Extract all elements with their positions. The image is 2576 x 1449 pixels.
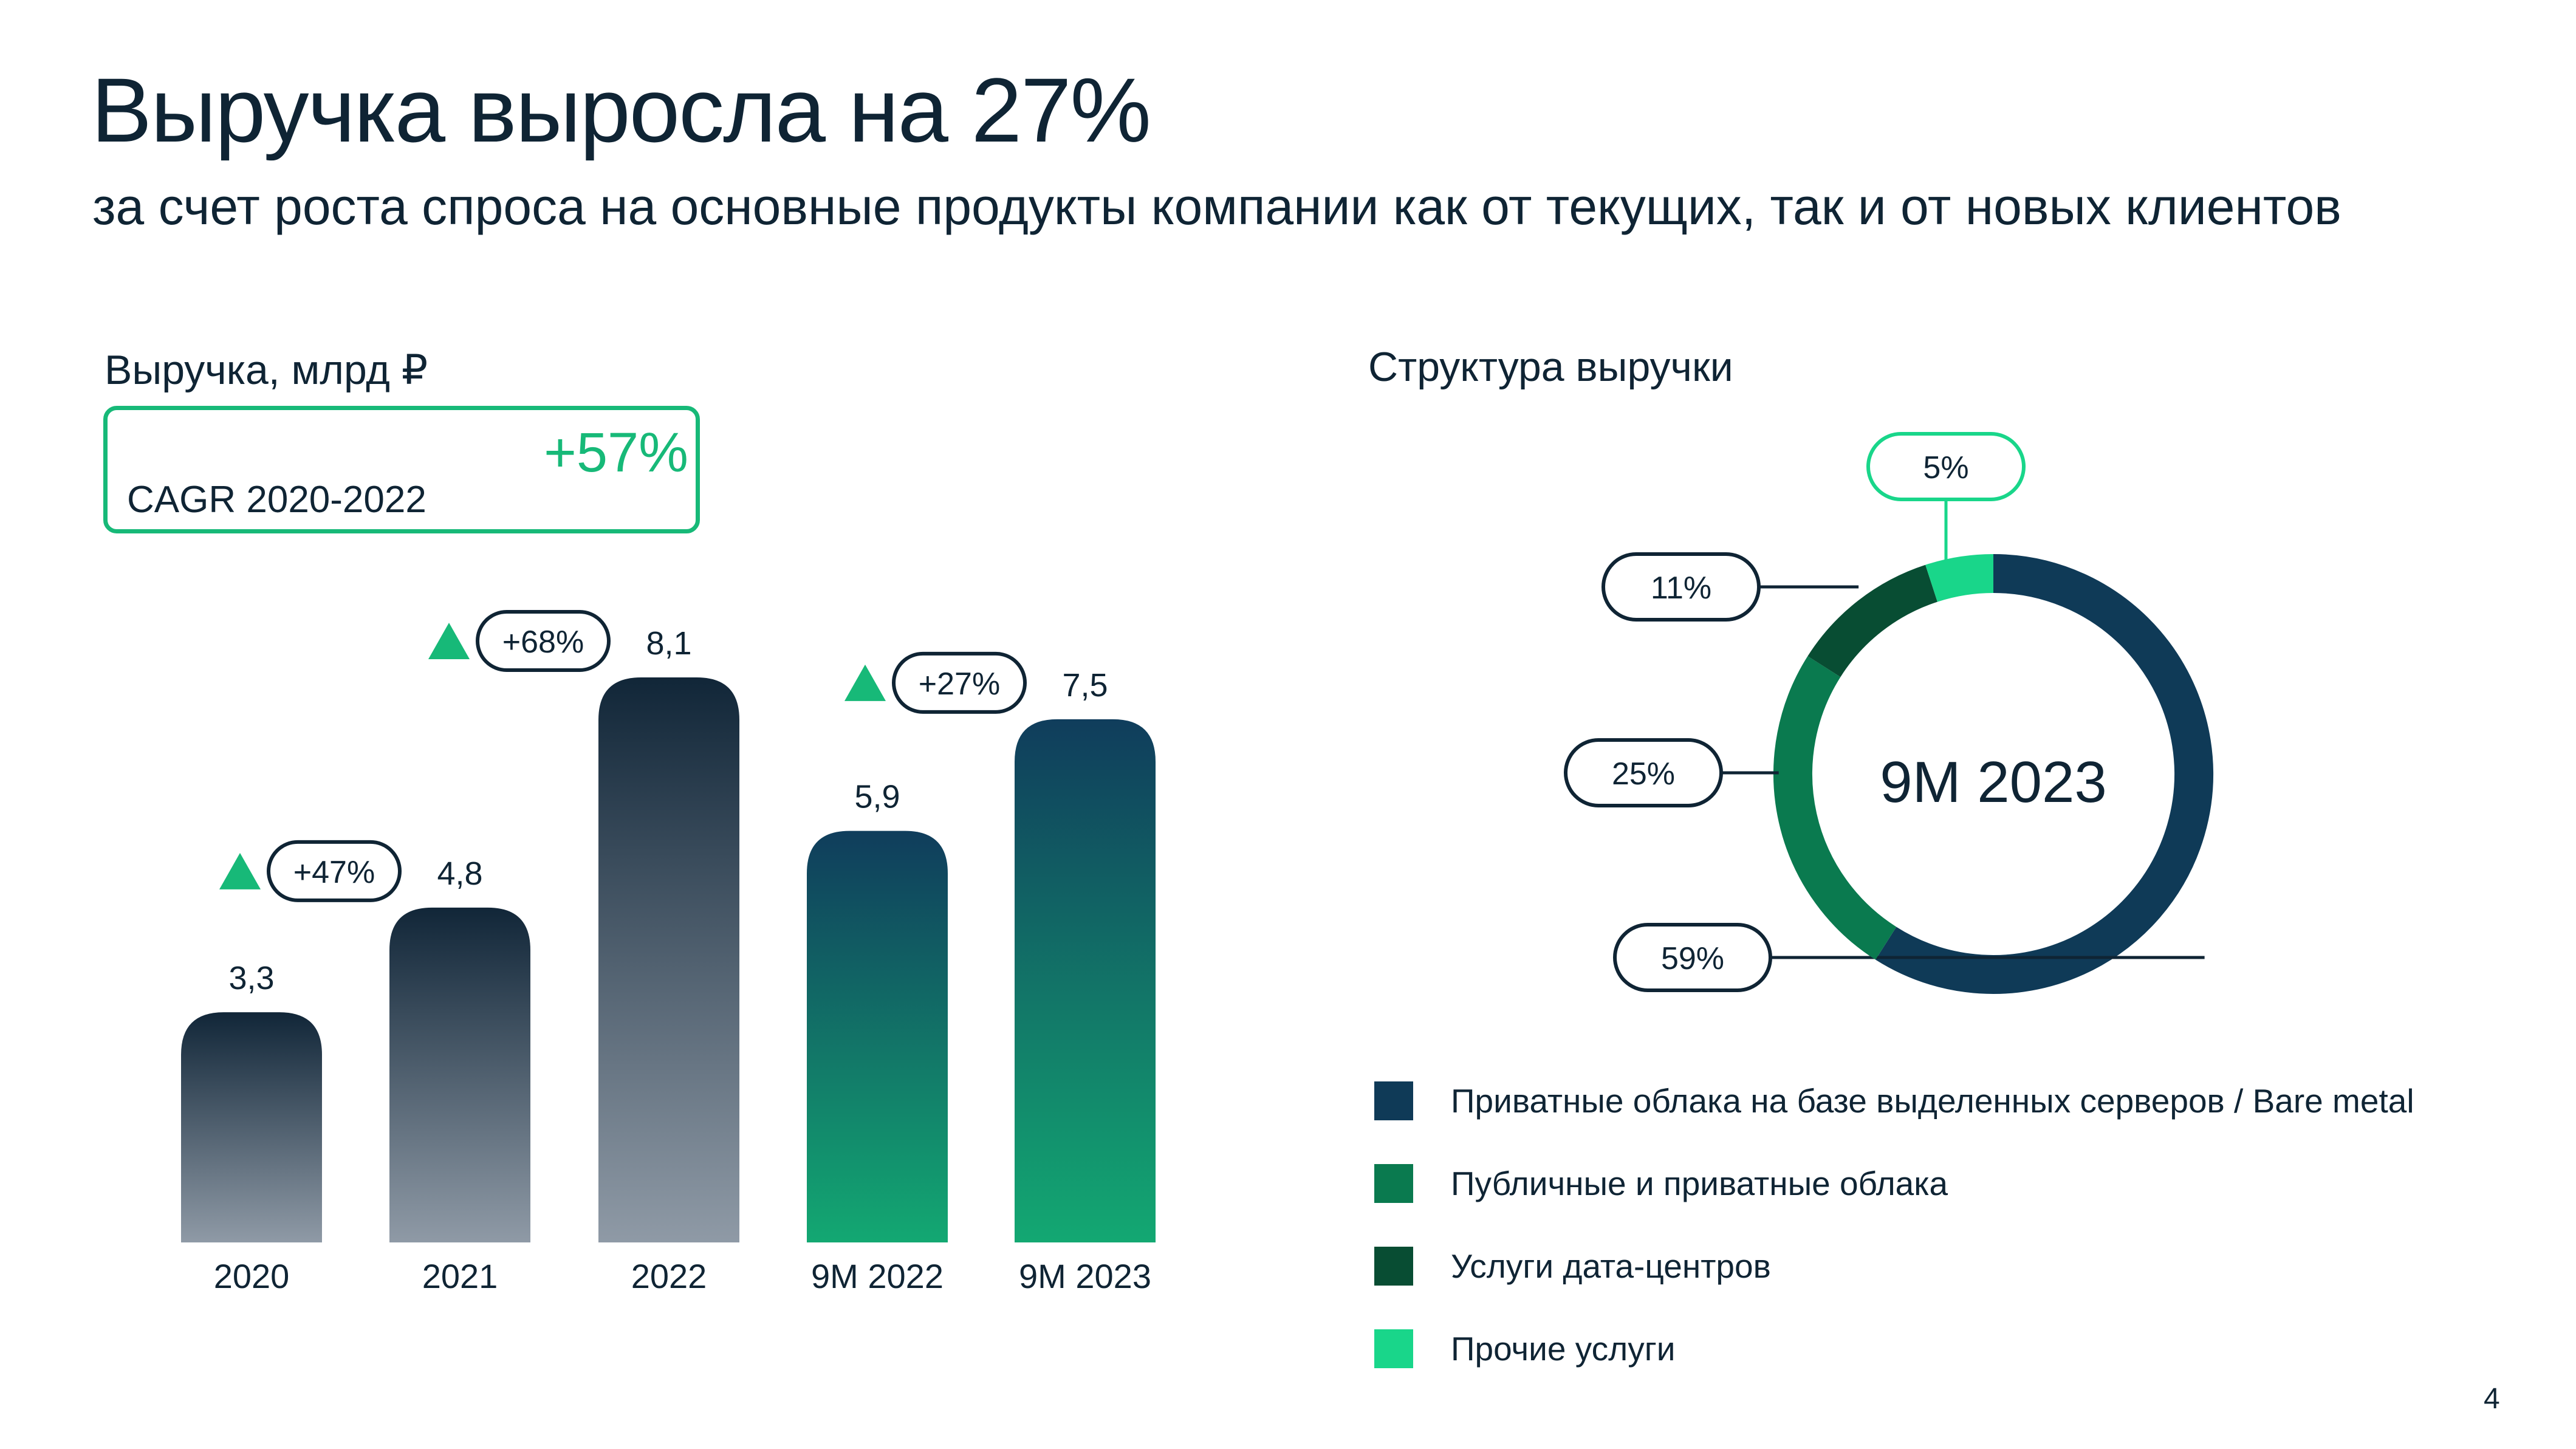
bar-9m-2023: [1015, 719, 1156, 1242]
bar-2021: [389, 907, 530, 1242]
cagr-value: +57%: [544, 422, 688, 484]
revenue-bar-chart: 3,3 2020 4,8 2021 8,1 2022 5,9 9M 2022 7,5 9M 202…: [181, 610, 1156, 1295]
growth-up-arrow-icon: [219, 852, 261, 889]
legend-swatch: [1374, 1329, 1413, 1368]
page-subtitle: за счет роста спроса на основные продукт…: [92, 178, 2341, 235]
page-title: Выручка выросла на 27%: [91, 59, 1151, 161]
donut-slice: [1875, 554, 2213, 994]
legend-label: Прочие услуги: [1451, 1330, 1676, 1368]
growth-up-arrow-icon: [428, 623, 470, 659]
legend-item: Публичные и приватные облака: [1374, 1163, 2414, 1204]
bar-2020: [181, 1012, 322, 1242]
bar-category-label: 2021: [422, 1257, 498, 1295]
bar-value-label: 7,5: [1062, 667, 1108, 704]
growth-badge: [892, 651, 1027, 714]
growth-badge-label: +47%: [293, 855, 375, 890]
bar-value-label: 5,9: [854, 779, 900, 815]
legend-swatch: [1374, 1247, 1413, 1286]
legend-label: Приватные облака на базе выделенных серв…: [1451, 1082, 2414, 1120]
bar-category-label: 2020: [214, 1257, 290, 1295]
legend-label: Публичные и приватные облака: [1451, 1165, 1948, 1202]
bar-value-label: 4,8: [437, 855, 482, 892]
legend: Приватные облака на базе выделенных серв…: [1374, 1080, 2414, 1411]
donut-value-badge: [1601, 552, 1761, 622]
bar-9m-2022: [807, 831, 948, 1242]
donut-slice: [1807, 564, 1938, 677]
page-number: 4: [2484, 1383, 2500, 1415]
donut-value-badge: [1866, 432, 2026, 501]
growth-badge-label: +27%: [919, 666, 1000, 702]
donut-value-label: 25%: [1612, 756, 1675, 792]
legend-swatch: [1374, 1164, 1413, 1203]
donut-slice: [1925, 554, 1994, 602]
donut-value-badge: [1613, 923, 1772, 992]
legend-item: Приватные облака на базе выделенных серв…: [1374, 1080, 2414, 1122]
bar-category-label: 2022: [631, 1257, 707, 1295]
donut-value-label: 5%: [1923, 450, 1968, 485]
bar-2022: [598, 677, 739, 1242]
legend-item: Прочие услуги: [1374, 1328, 2414, 1369]
growth-badge-label: +68%: [502, 625, 584, 660]
bar-category-label: 9M 2022: [811, 1257, 944, 1295]
revenue-structure-donut: 59% 25% 11% 5% 9M 2023: [1564, 432, 2213, 994]
cagr-box: +57% CAGR 2020-2022: [103, 406, 700, 533]
growth-badge: [476, 610, 611, 672]
structure-chart-title: Структура выручки: [1368, 344, 1733, 390]
donut-center-label: 9M 2023: [1880, 750, 2107, 815]
revenue-chart-title: Выручка, млрд ₽: [104, 347, 428, 393]
legend-item: Услуги дата-центров: [1374, 1245, 2414, 1287]
growth-badge: [267, 840, 402, 902]
cagr-label: CAGR 2020-2022: [127, 479, 426, 521]
donut-slice: [1773, 656, 1897, 960]
legend-label: Услуги дата-центров: [1451, 1247, 1771, 1285]
donut-value-badge: [1564, 738, 1723, 807]
donut-value-label: 59%: [1661, 941, 1724, 976]
bar-value-label: 3,3: [228, 960, 274, 996]
growth-up-arrow-icon: [844, 664, 886, 701]
bar-value-label: 8,1: [646, 625, 691, 662]
legend-swatch: [1374, 1081, 1413, 1120]
donut-value-label: 11%: [1651, 570, 1711, 606]
bar-category-label: 9M 2023: [1019, 1257, 1151, 1295]
